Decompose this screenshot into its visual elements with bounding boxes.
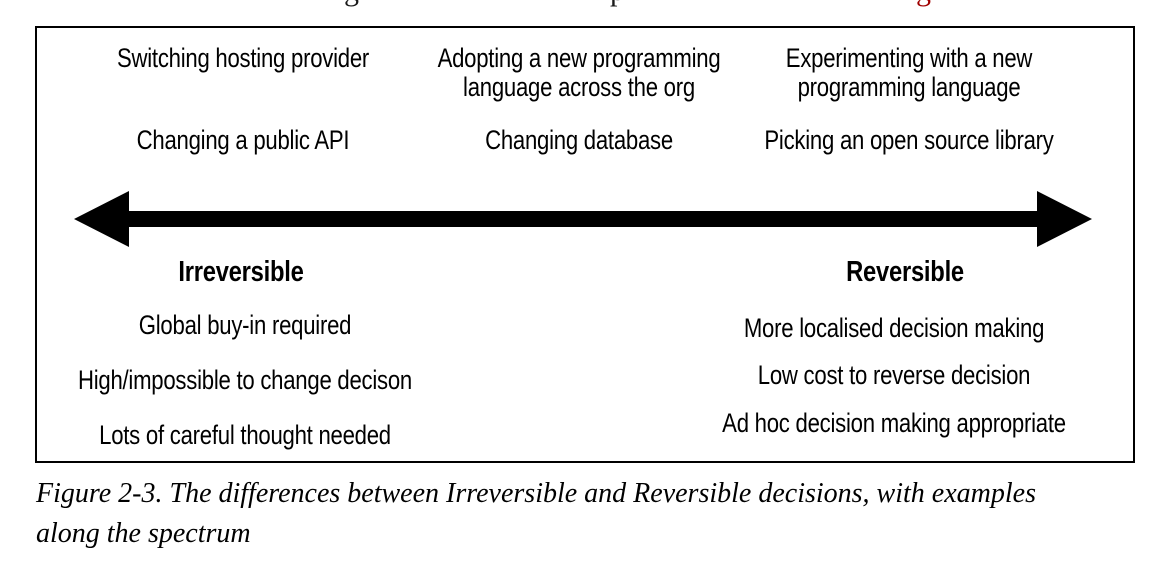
example-new-language-org: Adopting a new programming language acro… xyxy=(437,43,721,102)
spectrum-arrow-icon xyxy=(74,191,1092,247)
irreversible-trait-1: Global buy-in required xyxy=(138,310,352,340)
reversible-label: Reversible xyxy=(846,256,964,288)
irreversible-label: Irreversible xyxy=(178,256,304,288)
link-text-fragment[interactable]: g xyxy=(916,0,931,8)
reversible-trait-2: Low cost to reverse decision xyxy=(757,360,1031,390)
irreversible-trait-3: Lots of careful thought needed xyxy=(99,420,391,450)
figure-caption: Figure 2-3. The differences between Irre… xyxy=(36,478,1036,549)
irreversible-trait-2: High/impossible to change decison xyxy=(77,365,413,395)
example-open-source-library: Picking an open source library xyxy=(764,125,1054,155)
text-fragment: p xyxy=(610,0,625,8)
reversible-trait-1: More localised decision making xyxy=(743,313,1045,343)
example-hosting-provider: Switching hosting provider xyxy=(116,43,370,73)
clipped-text-line: g p g xyxy=(0,0,1160,8)
example-public-api: Changing a public API xyxy=(136,125,350,155)
text-fragment: g xyxy=(344,0,359,8)
example-experiment-language: Experimenting with a new programming lan… xyxy=(785,43,1033,102)
reversible-trait-3: Ad hoc decision making appropriate xyxy=(722,408,1066,438)
example-changing-database: Changing database xyxy=(485,125,673,155)
decision-spectrum-figure: Switching hosting provider Changing a pu… xyxy=(35,26,1135,463)
